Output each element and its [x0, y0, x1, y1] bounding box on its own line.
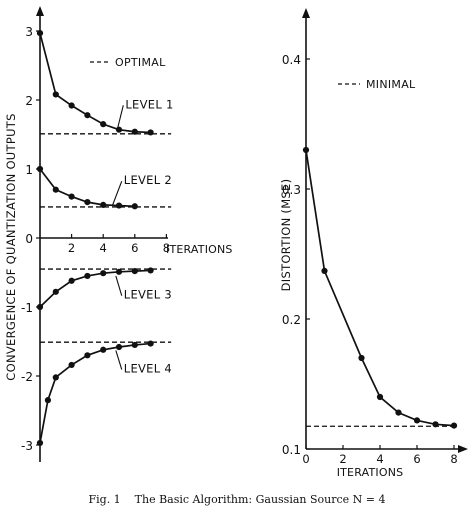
data-point — [68, 102, 75, 109]
data-point — [376, 393, 384, 401]
right-legend: MINIMAL — [338, 78, 416, 91]
right-x-axis-arrow — [458, 445, 468, 453]
right-legend-label: MINIMAL — [366, 78, 416, 91]
right-x-tick-label: 8 — [450, 452, 457, 466]
level-label-pointer — [112, 180, 123, 206]
left-y-axis-label: CONVERGENCE OF QUANTIZATION OUTPUTS — [4, 113, 18, 380]
data-point — [52, 288, 59, 295]
data-point — [413, 417, 421, 424]
left-y-tick-label: 0 — [25, 232, 33, 246]
data-point — [450, 422, 458, 429]
data-point — [147, 129, 154, 136]
right-y-tick-label: 0.2 — [282, 313, 301, 327]
right-x-tick-label: 0 — [302, 452, 309, 466]
data-point — [36, 303, 44, 311]
data-point — [52, 186, 59, 193]
data-point — [84, 352, 91, 359]
data-point — [358, 354, 365, 362]
data-point — [52, 91, 59, 98]
data-point — [321, 267, 328, 274]
right-y-tick-label: 0.1 — [282, 443, 301, 457]
level-label: LEVEL 3 — [124, 288, 172, 302]
right-chart: 0.4 0.3 0.2 0.10 2 4 6 8 DISTORTION (MSE) ITERA… — [279, 8, 468, 479]
data-point — [68, 361, 75, 369]
left-y-tick-label: 1 — [25, 163, 33, 177]
left-axes — [36, 6, 168, 462]
data-point — [131, 128, 138, 135]
right-axes — [302, 8, 468, 453]
left-y-tick-label: -1 — [21, 301, 33, 315]
level-label: LEVEL 2 — [124, 173, 172, 187]
right-y-axis-arrow — [302, 8, 310, 18]
left-level-labels: LEVEL 1 LEVEL 2 LEVEL 3 LEVEL 4 — [112, 97, 173, 376]
level-curve — [39, 342, 151, 444]
right-x-tick-label: 6 — [413, 452, 420, 466]
left-y-axis-arrow — [36, 6, 44, 16]
data-point — [36, 29, 44, 37]
left-y-tick-label: 3 — [25, 25, 33, 39]
right-x-tick-label: 4 — [376, 452, 383, 466]
data-point — [147, 340, 154, 347]
data-point — [68, 277, 75, 284]
data-point — [44, 397, 52, 404]
left-x-tick-label: 8 — [163, 241, 170, 255]
level-label-pointer — [116, 105, 124, 130]
level-curve — [39, 32, 151, 134]
right-ticks: 0.4 0.3 0.2 0.10 2 4 6 8 — [282, 53, 458, 466]
left-x-tick-label: 6 — [131, 241, 138, 255]
data-point — [100, 201, 107, 208]
right-x-tick-label: 2 — [339, 452, 346, 466]
level-label: LEVEL 1 — [125, 97, 173, 111]
data-point — [131, 341, 138, 349]
data-point — [68, 193, 75, 200]
left-series — [36, 29, 154, 447]
data-point — [100, 121, 107, 128]
data-point — [36, 439, 44, 447]
left-x-tick-label: 4 — [100, 241, 107, 255]
data-point — [36, 165, 44, 173]
left-ticks: 3 2 1 0 -1 -2 -3 2 4 6 8 — [21, 25, 170, 453]
left-x-axis-label: ITERATIONS — [166, 243, 233, 256]
left-y-tick-label: 2 — [25, 94, 33, 108]
data-point — [131, 203, 138, 210]
distortion-curve — [305, 149, 455, 427]
right-x-axis-label: ITERATIONS — [337, 466, 404, 479]
data-point — [115, 268, 123, 275]
data-point — [84, 199, 91, 206]
left-legend: OPTIMAL — [90, 56, 166, 69]
data-point — [84, 112, 91, 119]
right-y-tick-label: 0.3 — [282, 183, 301, 197]
right-y-tick-label: 0.4 — [282, 53, 301, 67]
level-label-pointer — [115, 275, 123, 296]
data-point — [115, 126, 123, 133]
left-y-tick-label: -3 — [21, 439, 33, 453]
data-point — [115, 343, 123, 351]
data-point — [84, 272, 91, 280]
left-x-tick-label: 2 — [68, 241, 75, 255]
left-legend-label: OPTIMAL — [115, 56, 166, 69]
right-series — [302, 146, 458, 429]
right-y-axis-label: DISTORTION (MSE) — [279, 179, 293, 292]
data-point — [432, 421, 439, 428]
data-point — [302, 146, 310, 154]
left-optimal-lines — [40, 133, 172, 343]
data-point — [131, 268, 138, 275]
data-point — [100, 270, 107, 277]
level-label: LEVEL 4 — [124, 362, 172, 376]
figure-caption: Fig. 1 The Basic Algorithm: Gaussian Sou… — [89, 493, 386, 506]
data-point — [52, 374, 59, 381]
left-y-tick-label: -2 — [21, 370, 33, 384]
data-point — [395, 409, 402, 416]
data-point — [100, 346, 107, 353]
data-point — [115, 202, 123, 209]
data-point — [147, 267, 154, 274]
level-label-pointer — [115, 350, 123, 370]
